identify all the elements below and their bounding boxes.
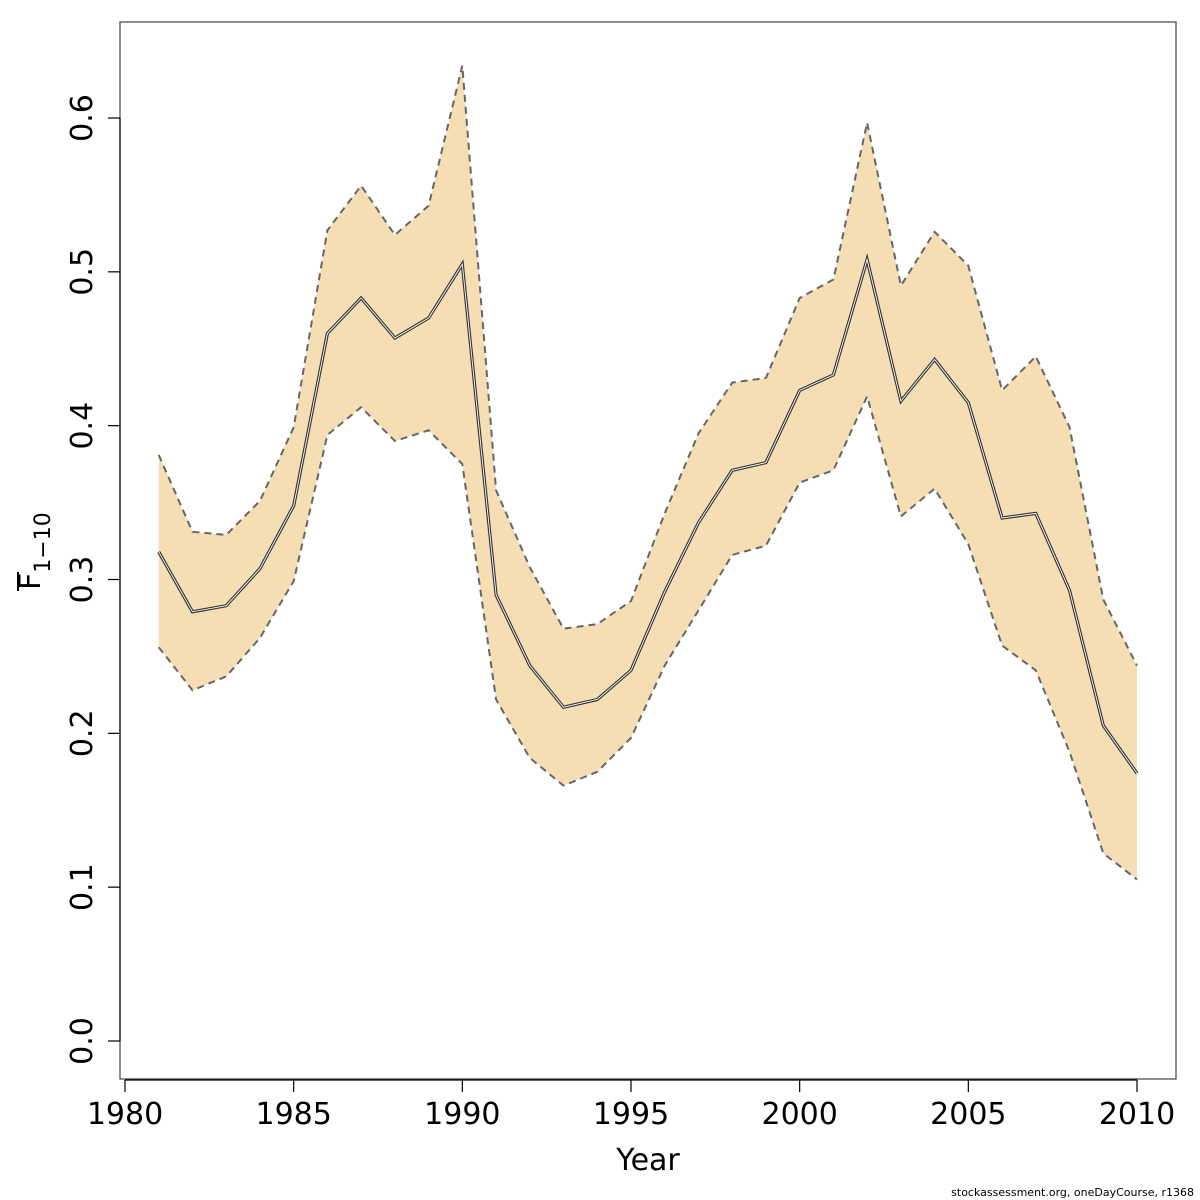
x-tick-label: 2005 xyxy=(930,1097,1006,1132)
y-tick-label: 0.2 xyxy=(65,709,100,757)
y-axis-title-subscript: 1−10 xyxy=(31,512,56,572)
y-tick-label: 0.5 xyxy=(65,248,100,296)
x-axis-title: Year xyxy=(615,1143,680,1178)
estimate-series xyxy=(157,253,1139,775)
footer-note: stockassessment.org, oneDayCourse, r1368 xyxy=(951,1186,1194,1199)
x-tick-label: 1995 xyxy=(593,1097,669,1132)
y-tick-label: 0.1 xyxy=(65,863,100,911)
y-axis-title-main: F xyxy=(13,573,48,590)
confidence-band xyxy=(158,65,1137,880)
lower-bound-line xyxy=(157,393,1138,881)
x-axis: 1980 1985 1990 1995 2000 2005 2010 xyxy=(87,1079,1175,1132)
y-tick-label: 0.4 xyxy=(65,402,100,450)
x-tick-label: 1985 xyxy=(255,1097,331,1132)
y-tick-label: 0.6 xyxy=(65,94,100,142)
x-tick-label: 1990 xyxy=(424,1097,500,1132)
y-axis: 0.0 0.1 0.2 0.3 0.4 0.5 0.6 xyxy=(65,94,121,1065)
y-tick-label: 0.0 xyxy=(65,1017,100,1065)
x-tick-label: 2010 xyxy=(1099,1097,1175,1132)
y-axis-title: F1−10 xyxy=(13,512,56,591)
svg-text:F1−10: F1−10 xyxy=(13,512,56,590)
y-tick-label: 0.3 xyxy=(65,556,100,604)
upper-bound-line xyxy=(157,65,1138,667)
x-tick-label: 2000 xyxy=(761,1097,837,1132)
x-tick-label: 1980 xyxy=(87,1097,163,1132)
estimate-line-highlight xyxy=(158,257,1138,774)
plot-area xyxy=(157,65,1139,881)
